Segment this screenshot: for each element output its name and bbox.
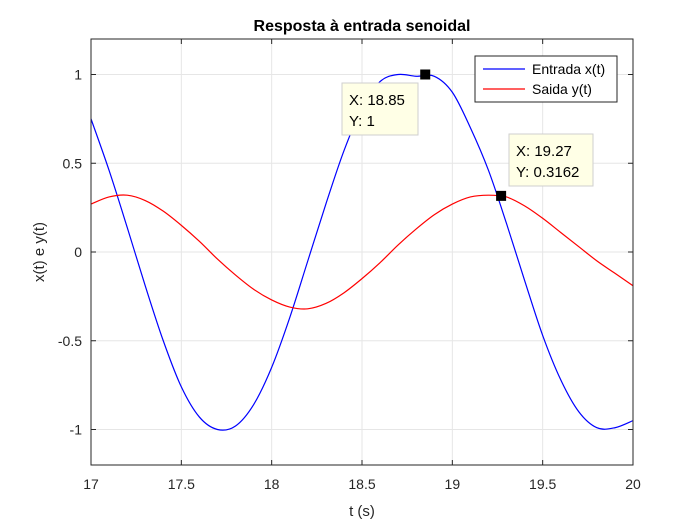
legend-label: Saida y(t) [532,81,592,97]
y-tick-label: 0.5 [63,155,83,171]
x-tick-label: 19 [445,476,461,492]
tick-labels: 17 17.5 18 18.5 19 19.5 20 -1 -0.5 0 0.5 1 [58,67,641,493]
x-tick-label: 20 [625,476,641,492]
y-tick-label: 1 [74,67,82,83]
datatip-output-peak[interactable]: X: 19.27 Y: 0.3162 [496,133,594,201]
legend-box [474,55,618,103]
datatip-input-peak[interactable]: X: 18.85 Y: 1 [341,69,431,136]
x-axis-label: t (s) [349,503,375,520]
datatip-text: Y: 0.3162 [516,164,579,181]
x-tick-label: 19.5 [529,476,556,492]
datatip-text: X: 19.27 [516,143,572,160]
x-tick-label: 18.5 [348,476,375,492]
series-line-output [90,194,634,310]
datatip-marker[interactable] [496,190,507,201]
datatip-box [341,82,419,136]
axes-frame [90,38,634,466]
datatip-box [508,133,594,187]
y-axis-label: x(t) e y(t) [31,222,48,282]
legend-label: Entrada x(t) [532,61,605,77]
x-tick-label: 17 [83,476,99,492]
legend[interactable]: Entrada x(t) Saida y(t) [474,55,618,103]
chart-title: Resposta à entrada senoidal [254,18,471,35]
y-tick-label: -0.5 [58,333,82,349]
data-tips[interactable]: X: 18.85 Y: 1 X: 19.27 Y: 0.3162 [341,69,594,201]
datatip-text: Y: 1 [349,113,375,130]
y-tick-label: -1 [70,422,83,438]
datatip-marker[interactable] [420,69,431,80]
x-tick-label: 17.5 [168,476,195,492]
y-tick-label: 0 [74,244,82,260]
x-tick-label: 18 [264,476,280,492]
datatip-text: X: 18.85 [349,92,405,109]
